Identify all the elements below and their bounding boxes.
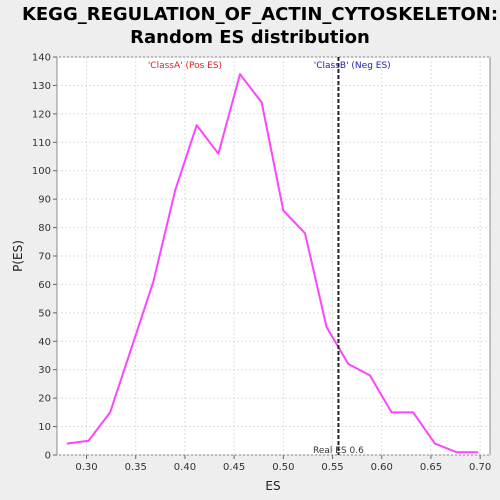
y-tick-label: 40 [38, 337, 51, 348]
y-tick-label: 20 [38, 394, 51, 405]
y-tick-label: 70 [38, 252, 51, 263]
y-tick-label: 80 [38, 223, 51, 234]
y-tick-label: 130 [32, 81, 51, 92]
x-tick-label: 0.35 [125, 462, 147, 473]
y-tick-label: 10 [38, 422, 51, 433]
x-tick-label: 0.50 [272, 462, 294, 473]
x-axis-label: ES [265, 479, 280, 493]
x-tick-label: 0.65 [420, 462, 442, 473]
real-es-label: Real ES 0.6 [313, 446, 364, 456]
y-tick-label: 0 [45, 451, 51, 462]
y-tick-label: 60 [38, 280, 51, 291]
chart-title-line-2: Random ES distribution [130, 27, 370, 48]
x-tick-label: 0.70 [469, 462, 491, 473]
y-tick-label: 120 [32, 109, 51, 120]
y-tick-label: 100 [32, 166, 51, 177]
class-annotation: 'ClassA' (Pos ES) [148, 61, 222, 71]
y-tick-label: 50 [38, 308, 51, 319]
y-axis-label: P(ES) [11, 240, 25, 272]
x-tick-label: 0.55 [321, 462, 343, 473]
x-tick-label: 0.60 [371, 462, 393, 473]
y-tick-label: 30 [38, 365, 51, 376]
x-tick-label: 0.40 [174, 462, 196, 473]
y-tick-label: 140 [32, 53, 51, 64]
chart-title-line-1: KEGG_REGULATION_OF_ACTIN_CYTOSKELETON: [22, 4, 498, 25]
x-axis-ticks: 0.30 0.35 0.40 0.45 0.50 0.55 0.60 0.65 0.70 [75, 455, 491, 473]
class-annotation: 'ClassB' (Neg ES) [314, 61, 391, 71]
x-tick-label: 0.45 [223, 462, 245, 473]
y-tick-label: 110 [32, 138, 51, 149]
x-tick-label: 0.30 [75, 462, 97, 473]
y-axis-ticks: 0 10 20 30 40 50 60 70 80 90 100 110 120 130 140 [32, 53, 57, 462]
y-tick-label: 90 [38, 195, 51, 206]
